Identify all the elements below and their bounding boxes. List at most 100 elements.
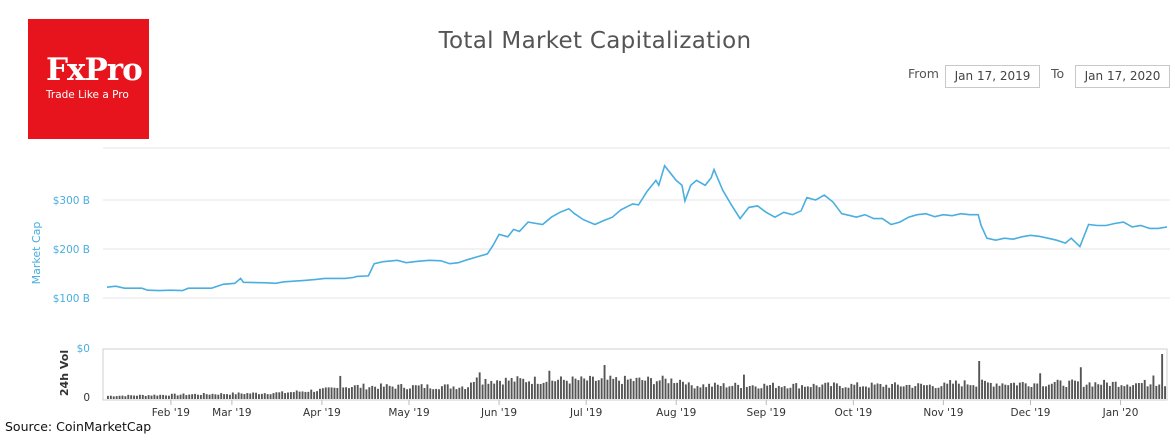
volume-bar xyxy=(862,386,864,399)
volume-bar xyxy=(873,384,876,399)
volume-bar xyxy=(1079,367,1082,399)
volume-bar xyxy=(917,383,920,399)
volume-bar xyxy=(888,387,891,399)
volume-bar xyxy=(536,383,539,399)
volume-bar xyxy=(1103,379,1105,399)
volume-bar xyxy=(1129,386,1132,399)
volume-bar xyxy=(1033,383,1036,399)
volume-bar xyxy=(591,376,594,399)
volume-bar xyxy=(798,388,801,399)
volume-bar xyxy=(812,383,815,399)
volume-bar xyxy=(760,388,763,399)
volume-bar xyxy=(908,384,911,399)
volume-bar xyxy=(655,381,658,399)
volume-bar xyxy=(1015,385,1018,399)
volume-bar xyxy=(644,380,647,399)
volume-bar xyxy=(440,386,443,399)
volume-bar xyxy=(594,380,597,399)
volume-bar xyxy=(719,386,722,399)
volume-bar xyxy=(705,387,708,399)
volume-bar xyxy=(815,385,818,399)
volume-bar xyxy=(124,396,127,399)
volume-bar xyxy=(841,388,844,399)
volume-bar xyxy=(1076,381,1079,399)
volume-bar xyxy=(1074,380,1076,399)
volume-bar xyxy=(716,384,719,399)
volume-bar xyxy=(711,386,713,399)
volume-bar xyxy=(650,378,652,399)
volume-bar xyxy=(217,394,220,399)
volume-bar xyxy=(1161,354,1164,399)
volume-bar xyxy=(652,384,655,399)
volume-bar xyxy=(391,386,394,399)
volume-bar xyxy=(1091,386,1094,399)
volume-bar xyxy=(859,386,862,399)
volume-bar xyxy=(281,391,284,399)
volume-bar xyxy=(519,378,522,399)
volume-bar xyxy=(121,395,124,399)
volume-bar xyxy=(531,383,533,399)
volume-bar xyxy=(638,377,641,399)
volume-bar xyxy=(359,387,362,399)
volume-bar xyxy=(176,395,179,399)
volume-bar xyxy=(992,386,995,399)
volume-bar xyxy=(112,396,115,399)
from-date-input[interactable]: Jan 17, 2019 xyxy=(945,65,1040,88)
volume-bar xyxy=(429,388,432,399)
volume-bar xyxy=(1143,379,1146,399)
volume-bar xyxy=(420,384,423,399)
volume-bar xyxy=(670,378,673,399)
volume-bar xyxy=(777,385,780,399)
volume-bar xyxy=(568,383,571,399)
volume-bar xyxy=(144,395,147,399)
volume-bar xyxy=(1094,382,1097,399)
volume-bar xyxy=(327,387,330,399)
volume-bar xyxy=(937,387,940,399)
volume-bar xyxy=(731,385,734,399)
volume-bar xyxy=(1059,380,1062,399)
volume-bar xyxy=(864,386,867,399)
volume-bar xyxy=(876,383,879,399)
volume-bar xyxy=(356,384,359,399)
volume-bar xyxy=(1164,386,1166,399)
volume-bar xyxy=(577,380,580,399)
volume-bar xyxy=(470,382,472,399)
to-date-input[interactable]: Jan 17, 2020 xyxy=(1075,65,1170,88)
fxpro-logo: FxPro Trade Like a Pro xyxy=(28,19,149,139)
volume-bar xyxy=(339,375,342,399)
volume-bar xyxy=(138,394,141,399)
volume-bar xyxy=(647,376,650,399)
volume-bar xyxy=(539,383,542,399)
volume-bar xyxy=(809,387,812,399)
volume-bar xyxy=(472,381,475,399)
volume-bar xyxy=(986,382,989,399)
volume-bar xyxy=(205,394,208,399)
volume-bar xyxy=(757,388,760,399)
volume-bar xyxy=(1045,386,1047,399)
volume-bar xyxy=(772,382,774,399)
y-tick-label: $100 B xyxy=(53,293,90,305)
volume-bar xyxy=(957,383,960,399)
volume-bar xyxy=(1126,384,1129,399)
volume-bar xyxy=(243,394,246,399)
volume-bar xyxy=(310,389,313,399)
volume-bar xyxy=(324,387,327,399)
volume-bar xyxy=(699,387,702,399)
volume-bar xyxy=(371,385,374,399)
volume-bar xyxy=(411,385,414,399)
x-tick-label: Jun '19 xyxy=(480,407,517,419)
x-tick-label: May '19 xyxy=(388,407,429,419)
volume-bar xyxy=(1135,383,1137,399)
volume-bar xyxy=(228,394,231,399)
volume-bar xyxy=(905,384,908,399)
volume-bar xyxy=(899,386,902,399)
volume-bar xyxy=(623,375,626,399)
volume-bar xyxy=(1158,384,1161,399)
volume-bar xyxy=(896,384,899,399)
volume-bar xyxy=(1021,382,1024,399)
volume-bar xyxy=(417,385,420,399)
volume-bar xyxy=(1082,386,1085,399)
volume-bar xyxy=(269,394,272,399)
volume-bar xyxy=(725,387,728,399)
volume-bar xyxy=(194,393,197,399)
